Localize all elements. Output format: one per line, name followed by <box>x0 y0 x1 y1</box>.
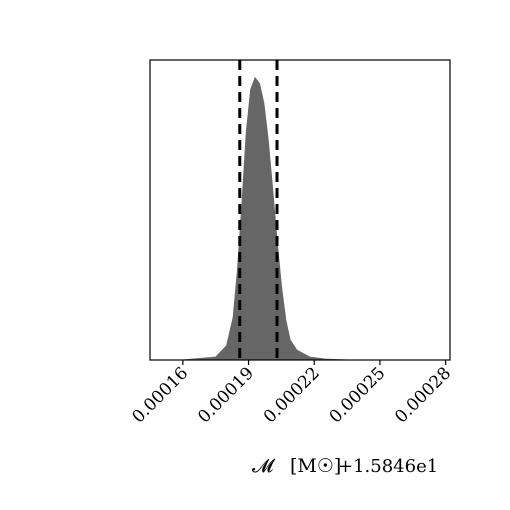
density-area <box>182 76 348 361</box>
x-tick-label-2: 0.00022 <box>260 363 324 427</box>
density-layer <box>182 76 348 361</box>
x-axis-offset: +1.5846e1 <box>338 456 438 477</box>
plot-frame <box>149 59 451 361</box>
x-axis-ticks: 0.00016 0.00019 0.00022 0.00025 0.00028 <box>129 360 455 427</box>
quantile-lines <box>238 60 279 360</box>
x-tick-label-4: 0.00028 <box>391 363 455 427</box>
x-tick-label-3: 0.00025 <box>326 363 390 427</box>
x-axis-unit: [M☉] <box>290 455 341 477</box>
x-axis-symbol: 𝓜 <box>252 455 276 477</box>
x-tick-label-1: 0.00019 <box>194 363 258 427</box>
x-tick-label-0: 0.00016 <box>129 363 193 427</box>
